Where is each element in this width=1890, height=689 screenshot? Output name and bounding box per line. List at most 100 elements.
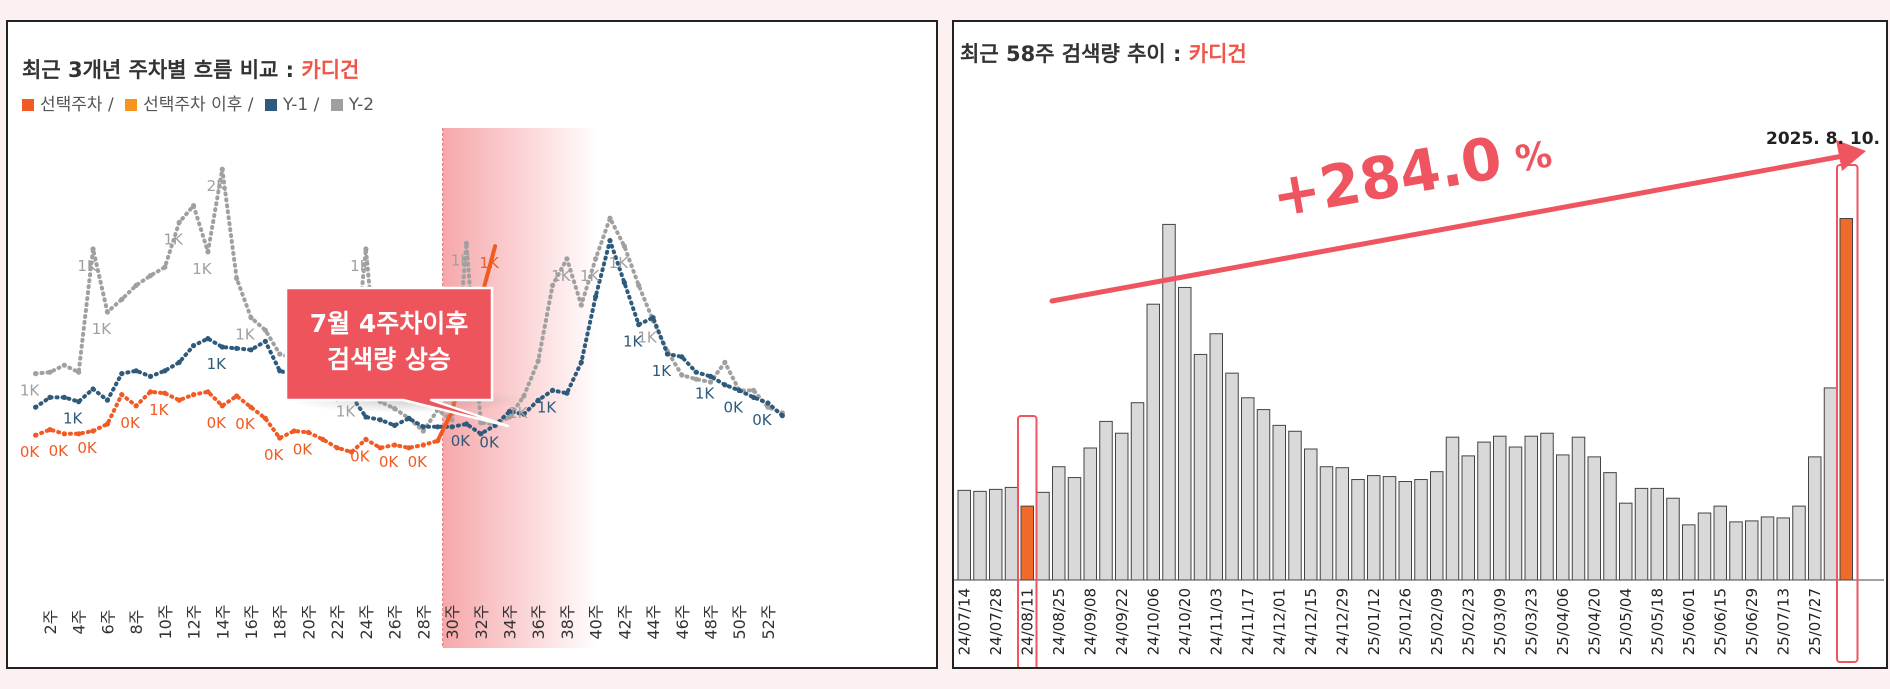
series-point xyxy=(535,397,541,403)
bar xyxy=(1335,467,1349,581)
x-tick-text: 24/12/29 xyxy=(1333,588,1351,655)
series-point xyxy=(549,387,556,393)
series-point xyxy=(262,338,268,344)
x-tick-label: 25/03/09 xyxy=(1491,588,1509,655)
series-point xyxy=(722,382,728,388)
data-label: 0K xyxy=(293,440,314,458)
series-point xyxy=(133,403,139,409)
x-tick-label: 25/07/27 xyxy=(1806,588,1824,655)
data-label: 0K xyxy=(120,414,141,432)
last-date-label: 2025. 8. 10. xyxy=(1766,129,1880,149)
series-point xyxy=(234,393,240,399)
x-tick-text: 12주 xyxy=(185,604,204,639)
series-point xyxy=(363,436,369,442)
x-tick-label: 25/04/20 xyxy=(1585,588,1603,655)
series-point xyxy=(751,387,757,393)
bar xyxy=(1508,446,1523,581)
x-tick-text: 24/12/01 xyxy=(1270,588,1288,655)
data-label: 2K xyxy=(207,177,228,195)
series-point xyxy=(90,428,96,434)
data-label: 0K xyxy=(49,442,70,460)
series-point xyxy=(679,354,685,360)
bar xyxy=(1745,520,1759,581)
x-tick-label: 40주 xyxy=(587,604,606,639)
series-point xyxy=(765,400,771,406)
series-point xyxy=(320,436,326,442)
data-label: 1K xyxy=(508,404,529,422)
growth-percent-sign: % xyxy=(1512,134,1555,181)
series-point xyxy=(277,351,283,357)
series-point xyxy=(76,431,82,437)
x-tick-label: 22주 xyxy=(328,604,347,639)
x-tick-label: 24/09/22 xyxy=(1113,588,1131,655)
series-point xyxy=(420,428,426,434)
bar xyxy=(1130,402,1145,581)
x-tick-text: 25/07/27 xyxy=(1806,588,1824,655)
series-point xyxy=(578,359,584,365)
bar xyxy=(1256,409,1271,581)
bar xyxy=(1020,505,1034,581)
x-tick-label: 24/10/20 xyxy=(1176,588,1194,655)
series-point xyxy=(205,249,211,255)
bar xyxy=(1398,481,1412,581)
bar xyxy=(1666,497,1680,581)
weekly-line-chart: 1K1K1K1K1K2K1K1K1K1K1K1K1K1K1K1K1K1K0K0K… xyxy=(20,128,785,648)
series-point xyxy=(593,294,599,300)
x-tick-text: 52주 xyxy=(759,604,778,639)
x-tick-text: 26주 xyxy=(386,604,405,639)
series-point xyxy=(593,256,599,262)
x-tick-text: 6주 xyxy=(98,610,117,635)
series-point xyxy=(650,315,656,321)
x-tick-text: 24/07/28 xyxy=(987,588,1005,655)
x-tick-text: 25/06/15 xyxy=(1711,588,1729,655)
data-label: 0K xyxy=(207,414,228,432)
x-tick-label: 25/05/18 xyxy=(1648,588,1666,655)
series-point xyxy=(205,336,211,342)
weekly-search-volume-panel: 최근 58주 검색량 추이 : 카디건 24/07/14 24/07/28 24/0… xyxy=(952,20,1888,669)
bar xyxy=(1493,435,1507,581)
bar xyxy=(1083,447,1097,581)
data-label: 0K xyxy=(451,432,472,450)
x-tick-text: 10주 xyxy=(156,604,175,639)
x-tick-label: 32주 xyxy=(472,604,491,639)
bar xyxy=(1839,218,1853,581)
series-point xyxy=(147,273,154,279)
series-point xyxy=(176,397,182,403)
series-point xyxy=(262,415,268,421)
x-tick-text: 24/09/22 xyxy=(1113,588,1131,655)
data-label: 0K xyxy=(77,439,98,457)
bar xyxy=(1619,502,1633,581)
data-label: 0K xyxy=(350,447,371,465)
bar xyxy=(1225,372,1239,581)
data-label: 1K xyxy=(192,260,213,278)
x-tick-text: 24/09/08 xyxy=(1081,588,1099,655)
data-label: 1K xyxy=(149,401,170,419)
x-tick-text: 36주 xyxy=(529,604,548,639)
x-tick-label: 16주 xyxy=(242,604,261,639)
series-point xyxy=(707,379,714,385)
bar xyxy=(957,489,971,581)
series-point xyxy=(607,238,613,244)
bar xyxy=(1461,455,1475,581)
x-tick-label: 20주 xyxy=(299,604,318,639)
callout-line1: 7월 4주차이후 xyxy=(310,309,469,338)
data-label: 1K xyxy=(580,267,601,285)
series-point xyxy=(162,368,168,374)
bar xyxy=(989,488,1003,581)
x-tick-label: 25/06/01 xyxy=(1680,588,1698,655)
series-point xyxy=(463,240,469,246)
x-tick-label: 2주 xyxy=(41,610,60,635)
x-tick-label: 25/02/23 xyxy=(1459,588,1477,655)
x-tick-label: 44주 xyxy=(644,604,663,639)
legend-item-selected: 선택주차 / xyxy=(22,95,114,115)
bar xyxy=(1367,475,1381,581)
bar xyxy=(1272,424,1286,581)
series-point xyxy=(736,387,742,393)
bar xyxy=(1477,441,1491,581)
series-point xyxy=(679,372,685,378)
bar xyxy=(1382,476,1397,581)
data-label: 1K xyxy=(451,251,472,269)
series-point xyxy=(406,445,412,451)
legend-item-after: 선택주차 이후 / xyxy=(125,95,253,115)
bar xyxy=(1603,472,1617,581)
